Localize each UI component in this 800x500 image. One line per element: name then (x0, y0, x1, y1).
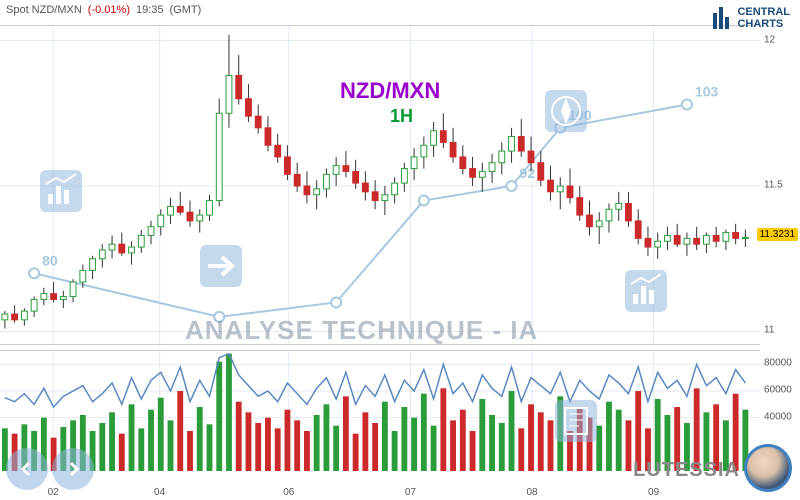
watermark-chart-icon (625, 270, 667, 312)
nav-prev-button[interactable] (6, 448, 48, 490)
logo-line1: CENTRAL (737, 6, 790, 18)
price-tick: 11.5 (764, 180, 783, 191)
x-tick: 08 (526, 487, 537, 498)
central-charts-logo: CENTRAL CHARTS (713, 6, 790, 30)
price-axis: 11 11.5 12 11.3231 (760, 25, 800, 345)
nav-next-button[interactable] (52, 448, 94, 490)
logo-icon (713, 7, 731, 29)
x-axis: 02 04 06 07 08 09 (0, 482, 760, 500)
timezone: (GMT) (170, 4, 202, 16)
ta-watermark: ANALYSE TECHNIQUE - IA (185, 315, 538, 346)
logo-line2: CHARTS (737, 18, 790, 30)
watermark-arrow-icon (200, 245, 242, 287)
watermark-doc-icon (555, 400, 597, 442)
volume-svg (0, 351, 760, 471)
x-tick: 07 (405, 487, 416, 498)
header-bar: Spot NZD/MXN (-0.01%) 19:35 (GMT) (0, 0, 800, 20)
timeframe-title: 1H (390, 106, 413, 127)
lutessia-brand: LUTESSIA (633, 459, 740, 482)
watermark-compass-icon (545, 90, 587, 132)
vol-tick: 60000 (764, 385, 792, 396)
vol-tick: 80000 (764, 358, 792, 369)
pair-title: NZD/MXN (340, 78, 440, 104)
current-price-badge: 11.3231 (757, 228, 798, 241)
x-tick: 09 (648, 487, 659, 498)
price-tick: 12 (764, 34, 775, 45)
watermark-chart-icon (40, 170, 82, 212)
svg-text:92: 92 (520, 165, 536, 181)
svg-text:103: 103 (695, 84, 719, 100)
avatar-icon[interactable] (744, 444, 792, 492)
instrument-name: Spot NZD/MXN (6, 4, 82, 16)
x-tick: 04 (154, 487, 165, 498)
x-tick: 06 (283, 487, 294, 498)
vol-tick: 40000 (764, 411, 792, 422)
time: 19:35 (136, 4, 164, 16)
svg-text:80: 80 (42, 252, 58, 268)
volume-chart[interactable] (0, 350, 760, 470)
x-tick: 02 (48, 487, 59, 498)
price-tick: 11 (764, 325, 774, 336)
change-pct: (-0.01%) (88, 4, 130, 16)
